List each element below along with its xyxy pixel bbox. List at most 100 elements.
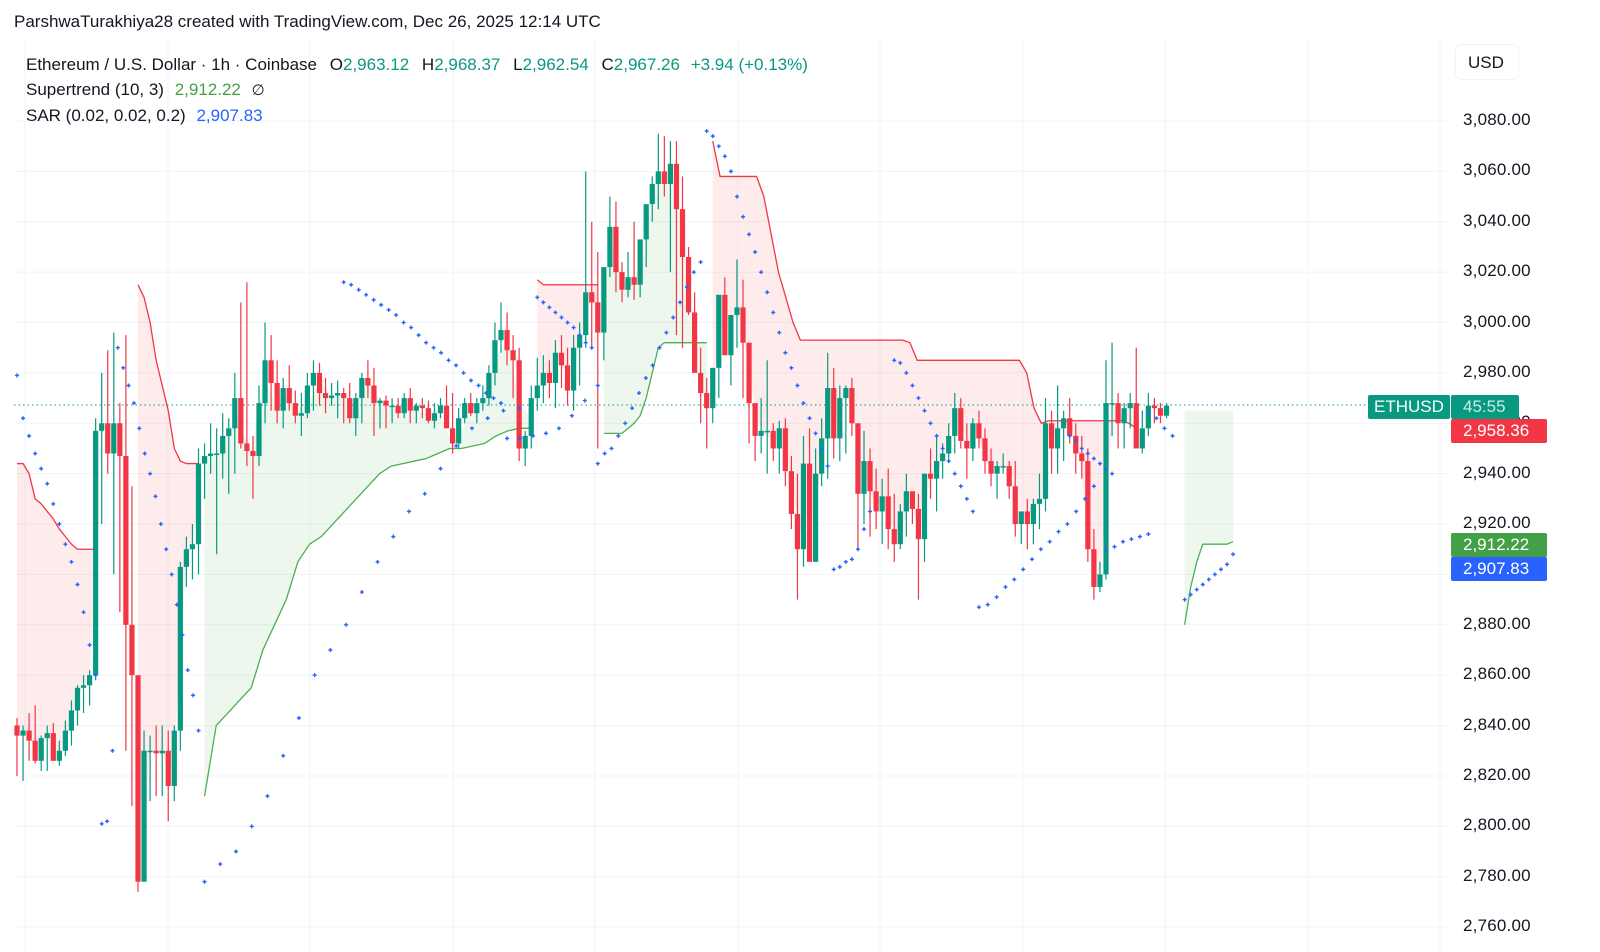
sar-dot (862, 527, 866, 532)
supertrend-legend-row[interactable]: Supertrend (10, 3) 2,912.22 ∅ (26, 77, 808, 103)
price-tick-label: 2,880.00 (1463, 613, 1531, 633)
candle-body (1048, 423, 1055, 449)
candle-body (419, 405, 425, 409)
candle-body (238, 398, 244, 444)
candle-body (262, 360, 268, 404)
supertrend-up-fill (603, 173, 707, 434)
currency-button[interactable]: USD (1455, 44, 1519, 80)
sar-dot (153, 494, 158, 499)
sar-dot (547, 305, 552, 310)
candle-body (413, 405, 419, 411)
candle-body (50, 733, 56, 761)
sar-dot (1012, 577, 1017, 582)
sar-dot (469, 378, 474, 383)
sar-dot (499, 401, 503, 406)
candle-body (649, 183, 655, 205)
sar-dot (976, 605, 981, 610)
candle-body (1000, 466, 1006, 468)
candle-body (32, 740, 38, 761)
candle-body (1091, 549, 1097, 588)
sar-dot (1200, 582, 1205, 587)
price-tick-label: 2,780.00 (1463, 865, 1531, 885)
sar-dot (535, 295, 540, 300)
sar-legend-row[interactable]: SAR (0.02, 0.02, 0.2) 2,907.83 (26, 103, 808, 128)
candle-body (123, 456, 129, 625)
sar-dot (1206, 577, 1211, 582)
candle-body (903, 491, 909, 512)
candle-body (704, 393, 710, 409)
sar-dot (1146, 532, 1151, 537)
sar-dot (281, 753, 286, 758)
candle-body (746, 342, 752, 404)
sar-dot (771, 310, 776, 315)
sar-dot (1074, 509, 1079, 514)
close-label: C (601, 55, 614, 74)
candle-body (794, 513, 801, 550)
sar-dot (1137, 534, 1142, 539)
sar-dot (946, 459, 951, 464)
candle-body (304, 385, 310, 414)
candle-body (643, 204, 649, 240)
candle-body (1151, 405, 1157, 409)
candle-body (1115, 403, 1121, 424)
low-label: L (513, 55, 523, 74)
candle-body (462, 403, 468, 419)
candle-body (425, 408, 431, 421)
sar-dot (831, 567, 836, 572)
sar-dot (958, 484, 963, 489)
sar-dot (616, 433, 621, 438)
sar-dot (1231, 552, 1236, 557)
candle-body (437, 405, 444, 414)
sar-dot (1083, 496, 1088, 501)
candle-body (389, 405, 395, 408)
sar-dot (505, 436, 510, 441)
candle-body (141, 750, 147, 882)
candle-body (171, 730, 177, 787)
sar-dot (595, 461, 600, 466)
candle-body (310, 372, 317, 386)
candle-body (589, 292, 595, 303)
sar-dot (484, 391, 489, 396)
sar-dot (898, 360, 903, 365)
sar-dot (461, 370, 466, 375)
candle-body (1036, 498, 1043, 504)
supertrend-down-line (17, 462, 96, 550)
candle-body (268, 360, 274, 383)
price-tick-label: 3,060.00 (1463, 160, 1531, 180)
candle-body (770, 430, 776, 449)
supertrend-up-line (203, 427, 532, 797)
sar-dot (602, 451, 607, 456)
supertrend-up-fill (1184, 410, 1234, 625)
sar-dot (424, 340, 429, 345)
sar-dot (75, 582, 80, 587)
candle-body (855, 423, 861, 494)
candle-body (946, 435, 952, 454)
candle-body (927, 473, 934, 479)
sar-dot (1021, 567, 1026, 572)
symbol-legend-row[interactable]: Ethereum / U.S. Dollar · 1h · Coinbase O… (26, 52, 808, 77)
candlestick-chart[interactable] (14, 40, 1554, 952)
hidden-value-icon[interactable]: ∅ (251, 82, 265, 99)
candle-body (1024, 511, 1030, 525)
sar-dot (1110, 471, 1115, 476)
sar-dot (801, 401, 806, 406)
chart-area[interactable] (14, 40, 1554, 952)
price-tick-label: 2,760.00 (1463, 916, 1531, 936)
candle-body (195, 463, 202, 545)
sar-dot (1104, 547, 1108, 552)
candle-body (401, 398, 407, 414)
candle-body (99, 423, 105, 431)
sar-dot (1104, 466, 1108, 471)
sar-dot (952, 471, 957, 476)
candle-body (1145, 405, 1151, 429)
sar-dot (671, 315, 676, 320)
candle-body (274, 382, 280, 411)
candle-body (298, 413, 304, 416)
candle-body (74, 687, 81, 711)
candle-body (250, 450, 256, 457)
candle-body (806, 463, 813, 562)
candle-body (1157, 408, 1164, 416)
price-tick-label: 2,860.00 (1463, 664, 1531, 684)
candle-body (316, 372, 323, 394)
sar-dot (759, 270, 764, 275)
